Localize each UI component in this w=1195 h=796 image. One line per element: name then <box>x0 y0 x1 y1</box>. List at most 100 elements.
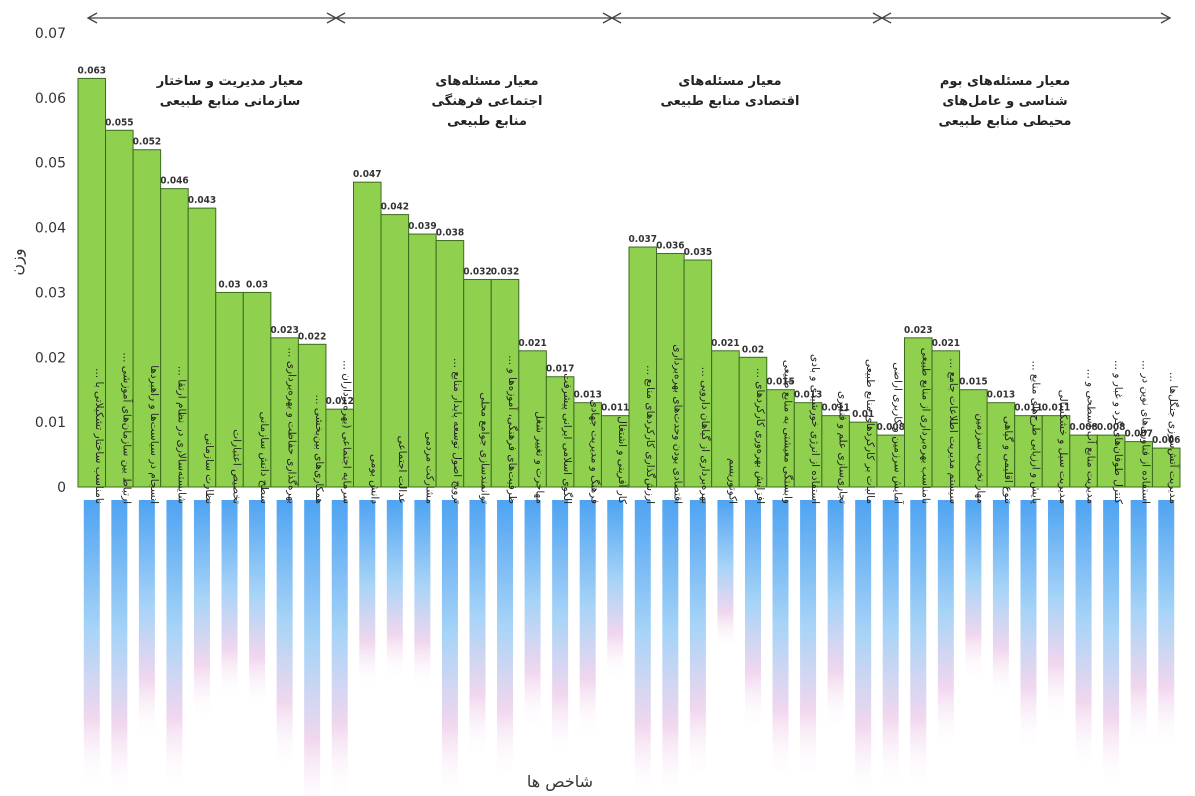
group-title-line: معیار مسئله‌های بوم <box>940 74 1070 89</box>
category-label-band <box>634 500 651 796</box>
category-label: وابستگی معیشتی به منابع طبیعی <box>782 360 795 504</box>
bar-value-label: 0.021 <box>518 338 546 349</box>
bar-value-label: 0.006 <box>1152 435 1180 446</box>
bar <box>711 350 740 488</box>
bar <box>353 181 382 488</box>
category-label-band <box>304 500 321 796</box>
category-label-bands <box>83 500 1175 796</box>
category-label-band <box>497 500 514 780</box>
category-label: ترویج اصول توسعه پایدار منابع ... <box>451 358 463 504</box>
category-label-band <box>414 500 431 690</box>
bar <box>793 402 823 488</box>
bar <box>242 291 272 488</box>
category-label-band <box>386 500 403 680</box>
bar-value-label: 0.037 <box>629 234 657 245</box>
category-label-band <box>855 500 872 796</box>
category-label: مهاجرت و تغییر شغل <box>534 411 546 504</box>
group-arrows <box>86 12 1172 24</box>
bar-value-label: 0.047 <box>353 169 381 180</box>
group-title-line: اجتماعی فرهنگی <box>432 93 543 109</box>
bar-value-label: 0.032 <box>463 266 491 277</box>
category-label-band <box>992 500 1009 700</box>
category-label: سیستم مدیریت اطلاعات جامع ... <box>947 358 959 504</box>
category-label-band <box>331 500 348 796</box>
category-label: عدالت اجتماعی <box>396 436 408 504</box>
bar-value-label: 0.008 <box>876 422 904 433</box>
category-label-band <box>552 500 569 760</box>
bar-value-label: 0.042 <box>381 202 409 213</box>
category-label: شایسته‌سالاری در نظام ارتقا ... <box>175 366 187 504</box>
category-label: فرهنگ و مدیریت جهادی <box>589 399 602 504</box>
category-label-band <box>882 500 899 790</box>
category-label-band <box>441 500 458 796</box>
category-label: تخصیص اعتبارات <box>231 429 243 504</box>
category-label-band <box>910 500 927 790</box>
category-label: ارتباط بین سازمان‌های آموزشی ... <box>120 352 133 504</box>
category-label-band <box>772 500 789 780</box>
bar <box>1096 434 1126 488</box>
bars <box>77 77 1181 488</box>
bar-value-label: 0.039 <box>408 221 436 232</box>
bar <box>904 337 933 488</box>
category-label: مدیریت منابع آب (سطحی و ... <box>1085 369 1098 504</box>
bar <box>325 408 355 488</box>
bar <box>435 240 465 488</box>
bar <box>160 188 189 488</box>
arrow-head-left-icon <box>334 12 346 24</box>
category-label: استفاده از انرژی خورشیدی و بادی <box>809 354 821 504</box>
bar <box>215 291 244 488</box>
category-label-band <box>249 500 266 710</box>
y-tick-label: 0 <box>57 480 66 496</box>
bar <box>77 77 107 488</box>
bar-value-label: 0.007 <box>1124 429 1152 440</box>
bar-value-label: 0.021 <box>932 338 960 349</box>
group-title-line: معیار مسئله‌های <box>678 74 781 89</box>
group-title-line: محیطی منابع طبیعی <box>939 114 1072 129</box>
category-label-band <box>965 500 982 680</box>
y-tick-label: 0.07 <box>35 26 66 42</box>
bar-value-label: 0.036 <box>656 241 684 252</box>
x-axis-title: شاخص ها <box>527 772 593 792</box>
y-tick-label: 0.06 <box>35 91 66 107</box>
category-label-band <box>138 500 155 740</box>
category-label-band <box>276 500 293 770</box>
bar <box>545 376 575 488</box>
arrow-head-left-icon <box>86 12 98 24</box>
y-tick-label: 0.03 <box>35 285 66 301</box>
bar-value-label: 0.011 <box>1042 403 1070 414</box>
category-label-band <box>717 500 734 650</box>
y-axis-title: وزن <box>7 248 27 275</box>
category-label-band <box>111 500 128 796</box>
category-label: ظرفیت‌های فرهنگی، آموزه‌ها و ... <box>506 355 519 504</box>
bar-value-label: 0.011 <box>1014 403 1042 414</box>
bar <box>931 350 961 488</box>
category-label: تنوع اقلیمی و گیاهی <box>1002 416 1015 504</box>
y-tick-label: 0.04 <box>35 221 66 237</box>
category-label: سرمایه اجتماعی (بهره‌برداران ... <box>341 360 353 504</box>
bar-value-label: 0.038 <box>436 228 464 239</box>
bar <box>380 214 410 488</box>
category-label: سطح دانش سازمانی <box>258 412 270 504</box>
bar-value-label: 0.043 <box>188 195 216 206</box>
bar <box>490 278 520 488</box>
bar <box>105 129 134 488</box>
category-label: اقتصادی بودن وحدت‌های بهره‌برداری <box>671 344 683 504</box>
category-label: توانمندسازی جوامع محلی <box>478 392 490 504</box>
group-titles: معیار مدیریت و ساختار سازمانی منابع طبیعی… <box>156 74 1072 129</box>
bar-value-label: 0.02 <box>742 344 764 355</box>
category-label: استفاده از فناوری‌های نوین در ... <box>1140 360 1152 504</box>
bar <box>959 389 988 488</box>
bar-value-label: 0.063 <box>78 65 106 76</box>
category-label: آمایش سرزمین و کاربری اراضی <box>892 362 905 505</box>
category-label: مشارکت مردمی <box>423 432 435 504</box>
category-label: نظارت سازمانی <box>203 433 215 504</box>
y-tick-label: 0.02 <box>35 350 66 366</box>
bar-value-label: 0.035 <box>684 247 712 258</box>
category-label: مهار تخریب سرزمین <box>974 413 986 504</box>
bar-value-label: 0.013 <box>794 390 822 401</box>
bar <box>1069 434 1098 488</box>
bar-value-label: 0.01 <box>852 409 874 420</box>
bar <box>187 207 217 488</box>
category-label: کنترل طوفان‌های گرد و غبار و ... <box>1112 360 1125 504</box>
